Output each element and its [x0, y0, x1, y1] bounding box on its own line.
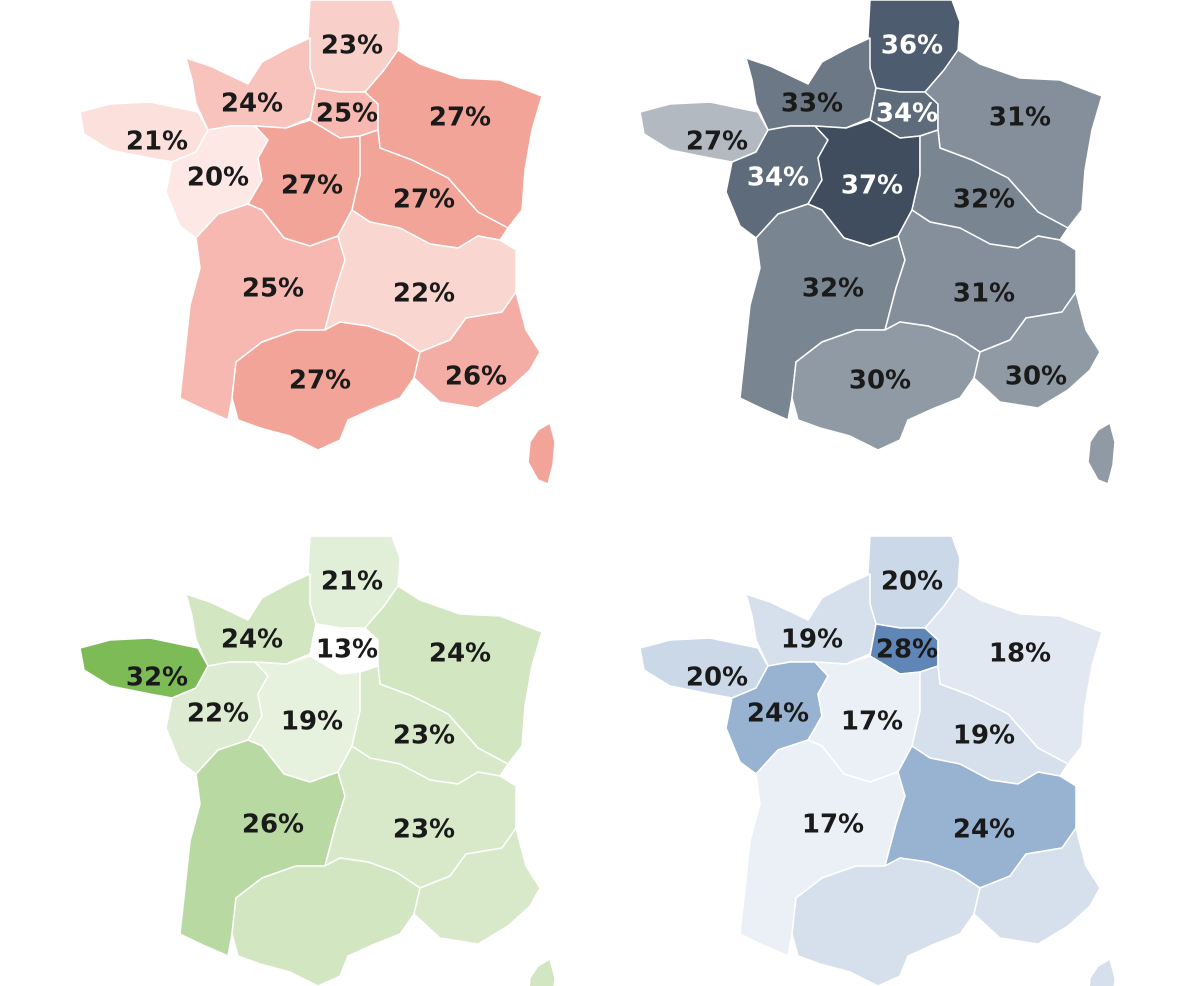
region-value-label: 18% — [989, 639, 1051, 669]
region-value-label: 21% — [126, 127, 188, 157]
region-value-label: 24% — [221, 625, 283, 655]
region-value-label: 22% — [187, 699, 249, 729]
map-panel-assignes: Les "assignés" 23% 24% 25% 27% 21% 20% 27% 27% 2… — [0, 0, 600, 485]
region-provence-alpes-cote-d-azur — [973, 291, 1101, 409]
france-map: 20% 19% 28% 18% 20% 24% 17% 19% 17% 24% — [639, 535, 1116, 986]
region-provence-alpes-cote-d-azur — [413, 291, 541, 409]
region-value-label: 25% — [316, 99, 378, 129]
region-value-label: 19% — [781, 625, 843, 655]
region-value-label: 24% — [953, 815, 1015, 845]
region-value-label: 32% — [953, 185, 1015, 215]
region-value-label: 32% — [126, 663, 188, 693]
region-value-label: 19% — [953, 721, 1015, 751]
region-value-label: 23% — [393, 815, 455, 845]
region-value-label: 34% — [876, 99, 938, 129]
region-value-label: 31% — [953, 279, 1015, 309]
region-value-label: 27% — [289, 366, 351, 396]
map-panel-enracines: Les "enracinés" 21% 24% 13% 24% 32% 22% 19% 23%… — [0, 522, 600, 986]
region-value-label: 25% — [242, 274, 304, 304]
region-value-label: 22% — [393, 279, 455, 309]
region-value-label: 27% — [429, 103, 491, 133]
france-map: 23% 24% 25% 27% 21% 20% 27% 27% 25% 22% 27% 26% — [79, 0, 556, 485]
map-title: Les "enracinés" — [48, 522, 268, 551]
region-value-label: 27% — [281, 171, 343, 201]
region-value-label: 13% — [316, 635, 378, 665]
region-value-label: 23% — [321, 31, 383, 61]
region-value-label: 33% — [781, 89, 843, 119]
region-value-label: 30% — [849, 366, 911, 396]
region-value-label: 21% — [321, 567, 383, 597]
map-panel-sur-le-fil: Les "sur le fil" 36% 33% 34% 31% 27% 34% 37% 32… — [560, 0, 1160, 485]
region-corse — [1088, 958, 1116, 986]
region-value-label: 17% — [802, 810, 864, 840]
region-value-label: 34% — [747, 163, 809, 193]
region-value-label: 24% — [221, 89, 283, 119]
region-value-label: 23% — [393, 721, 455, 751]
region-value-label: 20% — [187, 163, 249, 193]
region-value-label: 30% — [1005, 362, 1067, 392]
region-value-label: 31% — [989, 103, 1051, 133]
region-value-label: 36% — [881, 31, 943, 61]
region-value-label: 19% — [281, 707, 343, 737]
france-map: 36% 33% 34% 31% 27% 34% 37% 32% 32% 31% 30% 30% — [639, 0, 1116, 485]
region-corse — [528, 958, 556, 986]
france-map: 21% 24% 13% 24% 32% 22% 19% 23% 26% 23% — [79, 535, 556, 986]
region-corse — [1087, 422, 1116, 485]
map-panel-affranchis: Les "affranchis" 20% 19% 28% 18% 20% 24% 17% 19… — [560, 522, 1160, 986]
region-value-label: 24% — [429, 639, 491, 669]
region-value-label: 27% — [393, 185, 455, 215]
region-value-label: 37% — [841, 171, 903, 201]
map-title: Les "sur le fil" — [606, 0, 804, 17]
region-value-label: 17% — [841, 707, 903, 737]
region-value-label: 26% — [445, 362, 507, 392]
region-value-label: 28% — [876, 635, 938, 665]
region-value-label: 27% — [686, 127, 748, 157]
region-value-label: 32% — [802, 274, 864, 304]
region-value-label: 20% — [686, 663, 748, 693]
region-value-label: 20% — [881, 567, 943, 597]
region-value-label: 24% — [747, 699, 809, 729]
region-value-label: 26% — [242, 810, 304, 840]
map-title: Les "affranchis" — [606, 522, 829, 551]
map-title: Les "assignés" — [48, 0, 254, 17]
region-corse — [527, 422, 556, 485]
